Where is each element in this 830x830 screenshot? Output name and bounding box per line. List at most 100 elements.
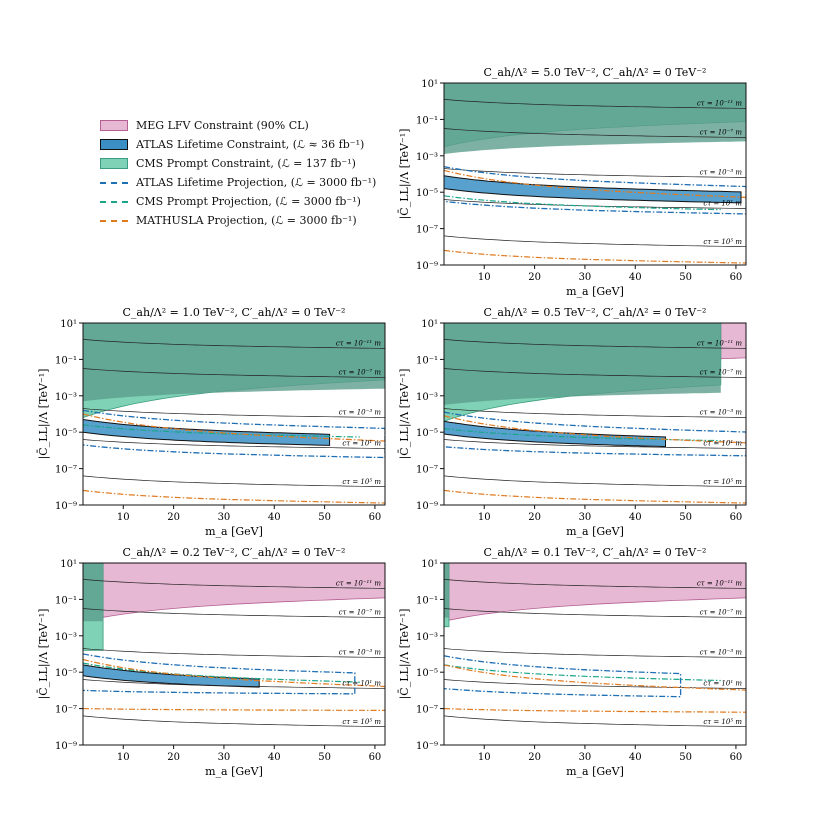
x-tick-label: 30 bbox=[579, 272, 592, 283]
y-tick-label: 10⁻¹ bbox=[416, 355, 438, 366]
x-axis-label: m_a [GeV] bbox=[566, 765, 624, 778]
legend-swatch bbox=[100, 219, 128, 222]
ctau-label: cτ = 10¹ m bbox=[342, 680, 381, 688]
x-tick-label: 10 bbox=[478, 752, 491, 763]
x-tick-label: 60 bbox=[730, 752, 743, 763]
y-tick-label: 10⁻³ bbox=[55, 632, 77, 643]
x-tick-label: 20 bbox=[167, 752, 180, 763]
ctau-label: cτ = 10¹ m bbox=[342, 440, 381, 448]
plot-frame bbox=[82, 562, 386, 746]
mathusla-projection-line bbox=[83, 658, 385, 688]
ctau-label: cτ = 10¹ m bbox=[703, 680, 742, 688]
x-tick-label: 40 bbox=[629, 752, 642, 763]
ctau-contour bbox=[444, 715, 746, 728]
cms-projection-line bbox=[444, 664, 721, 682]
x-tick-label: 50 bbox=[679, 512, 692, 523]
legend-swatch bbox=[100, 200, 128, 203]
legend: MEG LFV Constraint (90% CL) ATLAS Lifetim… bbox=[100, 116, 376, 230]
ctau-label: cτ = 10⁻³ m bbox=[339, 409, 382, 417]
y-axis-label: |C̄_LL|/Λ [TeV⁻¹] bbox=[398, 129, 412, 220]
meg-region bbox=[444, 563, 746, 622]
x-tick-label: 20 bbox=[528, 272, 541, 283]
ctau-contour bbox=[444, 235, 746, 248]
ctau-contour bbox=[444, 128, 746, 138]
y-tick-label: 10⁻¹ bbox=[416, 595, 438, 606]
y-tick-label: 10⁻⁷ bbox=[416, 465, 438, 476]
ctau-label: cτ = 10⁻⁷ m bbox=[339, 609, 382, 617]
plot-frame bbox=[82, 322, 386, 506]
x-tick-label: 20 bbox=[528, 512, 541, 523]
ctau-contour bbox=[83, 679, 385, 689]
y-axis-label: |C̄_LL|/Λ [TeV⁻¹] bbox=[37, 369, 51, 460]
ctau-contour bbox=[444, 168, 746, 178]
x-axis-label: m_a [GeV] bbox=[566, 525, 624, 538]
x-tick-label: 50 bbox=[318, 512, 331, 523]
legend-entry: MEG LFV Constraint (90% CL) bbox=[100, 116, 376, 135]
x-tick-label: 20 bbox=[167, 512, 180, 523]
y-tick-label: 10⁻⁵ bbox=[416, 668, 438, 679]
chart-panel: cτ = 10⁻¹¹ m cτ = 10⁻⁷ m cτ = 10⁻³ m cτ = 1… bbox=[398, 546, 747, 778]
legend-swatch bbox=[100, 181, 128, 184]
y-tick-label: 10⁻⁵ bbox=[416, 188, 438, 199]
chart-panel: cτ = 10⁻¹¹ m cτ = 10⁻⁷ m cτ = 10⁻³ m cτ = 1… bbox=[398, 66, 747, 298]
x-tick-label: 30 bbox=[579, 512, 592, 523]
y-tick-label: 10¹ bbox=[421, 79, 438, 90]
legend-entry: CMS Prompt Constraint, (ℒ = 137 fb⁻¹) bbox=[100, 154, 376, 173]
meg-region bbox=[83, 563, 385, 622]
y-tick-label: 10⁻⁹ bbox=[416, 501, 438, 512]
ctau-contour bbox=[444, 408, 746, 418]
x-tick-label: 40 bbox=[629, 272, 642, 283]
ctau-contour bbox=[444, 679, 746, 689]
chart-title: C_ah/Λ² = 0.1 TeV⁻², C′_ah/Λ² = 0 TeV⁻² bbox=[484, 546, 707, 559]
ctau-label: cτ = 10⁵ m bbox=[342, 478, 381, 486]
plot-frame bbox=[443, 82, 747, 266]
y-tick-label: 10⁻⁷ bbox=[416, 705, 438, 716]
y-tick-label: 10¹ bbox=[421, 319, 438, 330]
cms-prompt-overlap bbox=[83, 563, 104, 622]
chart-title: C_ah/Λ² = 1.0 TeV⁻², C′_ah/Λ² = 0 TeV⁻² bbox=[123, 306, 346, 319]
plot-area bbox=[444, 563, 746, 728]
y-tick-label: 10⁻³ bbox=[416, 632, 438, 643]
x-tick-label: 10 bbox=[117, 512, 130, 523]
plot-area bbox=[83, 563, 385, 728]
legend-label: ATLAS Lifetime Projection, (ℒ = 3000 fb⁻… bbox=[136, 176, 377, 189]
mathusla-projection-line bbox=[83, 489, 385, 504]
plot-frame bbox=[443, 562, 747, 746]
cms-projection-line bbox=[83, 424, 360, 438]
ctau-contour bbox=[444, 475, 746, 488]
plot-area bbox=[444, 83, 746, 264]
ctau-contour bbox=[83, 648, 385, 658]
ctau-label: cτ = 10⁻¹¹ m bbox=[697, 99, 743, 107]
ctau-label: cτ = 10⁵ m bbox=[342, 718, 381, 726]
atlas-projection-line bbox=[444, 411, 746, 457]
x-tick-label: 60 bbox=[730, 272, 743, 283]
y-tick-label: 10¹ bbox=[60, 559, 77, 570]
x-tick-label: 50 bbox=[679, 752, 692, 763]
x-tick-label: 30 bbox=[579, 752, 592, 763]
legend-entry: ATLAS Lifetime Constraint, (ℒ ≈ 36 fb⁻¹) bbox=[100, 135, 376, 154]
y-tick-label: 10⁻⁷ bbox=[55, 465, 77, 476]
ctau-label: cτ = 10⁻¹¹ m bbox=[336, 579, 382, 587]
cms-projection-line bbox=[444, 195, 721, 211]
ctau-label: cτ = 10⁻⁷ m bbox=[339, 369, 382, 377]
mathusla-projection-line bbox=[444, 249, 746, 264]
y-tick-label: 10⁻⁹ bbox=[55, 741, 77, 752]
legend-swatch bbox=[100, 158, 128, 169]
plot-area bbox=[444, 323, 746, 504]
ctau-label: cτ = 10⁻⁷ m bbox=[700, 609, 743, 617]
y-tick-label: 10⁻³ bbox=[416, 392, 438, 403]
legend-entry: ATLAS Lifetime Projection, (ℒ = 3000 fb⁻… bbox=[100, 173, 376, 192]
y-tick-label: 10⁻⁵ bbox=[55, 428, 77, 439]
x-axis-label: m_a [GeV] bbox=[205, 525, 263, 538]
ctau-contour bbox=[444, 99, 746, 109]
plot-frame bbox=[443, 322, 747, 506]
ctau-contour bbox=[83, 475, 385, 488]
y-axis-label: |C̄_LL|/Λ [TeV⁻¹] bbox=[37, 609, 51, 700]
x-tick-label: 10 bbox=[478, 272, 491, 283]
mathusla-projection-line bbox=[444, 169, 746, 198]
y-axis-label: |C̄_LL|/Λ [TeV⁻¹] bbox=[398, 609, 412, 700]
y-tick-label: 10⁻¹ bbox=[416, 115, 438, 126]
cms-prompt-overlap bbox=[83, 323, 385, 402]
ctau-contour bbox=[444, 608, 746, 618]
atlas-lifetime-region bbox=[444, 420, 666, 448]
